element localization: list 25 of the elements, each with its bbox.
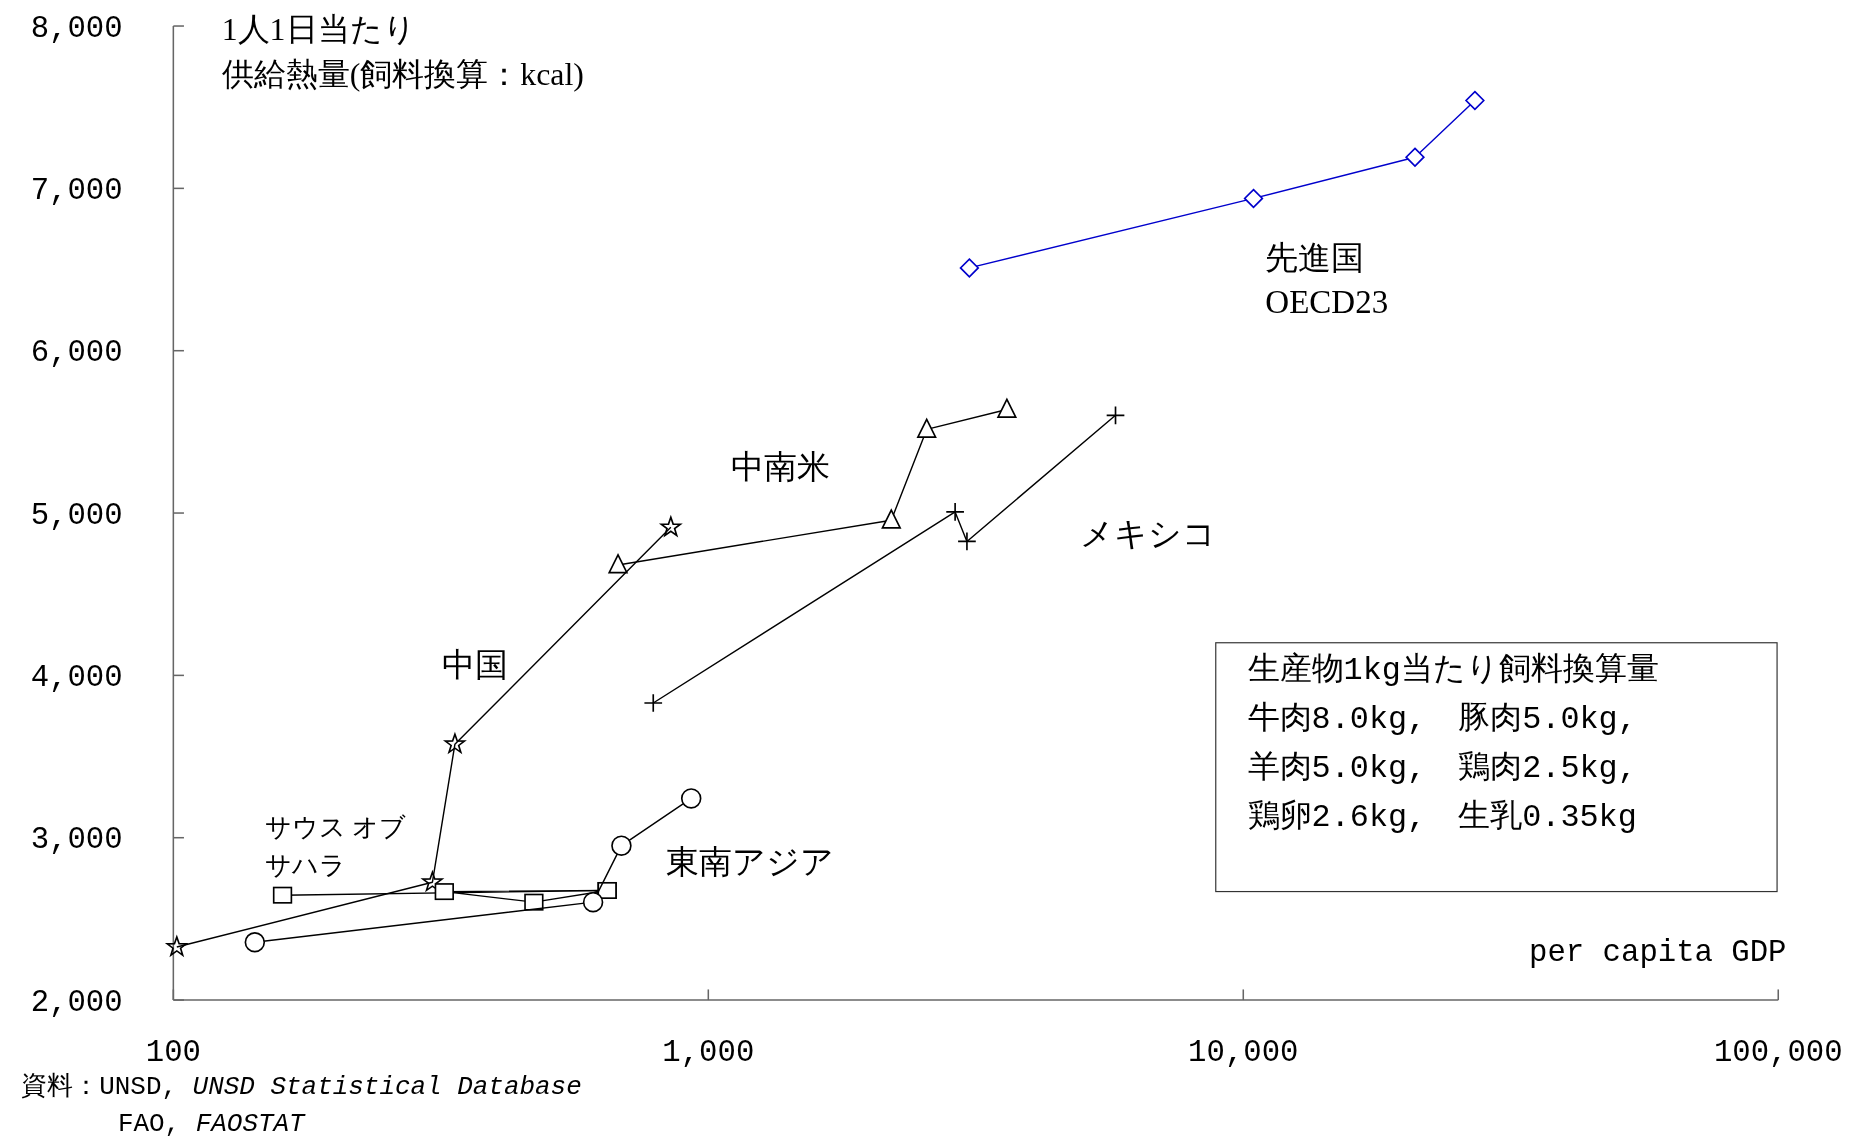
y-axis-title: 1人1日当たり供給熱量(飼料換算：kcal) xyxy=(221,12,584,92)
y-tick-label: 3,000 xyxy=(30,822,123,858)
x-axis-title: per capita GDP xyxy=(1529,935,1787,971)
y-tick-label: 4,000 xyxy=(30,659,123,695)
x-tick-label: 1,000 xyxy=(662,1035,755,1071)
text: FAO, FAOSTAT xyxy=(117,1108,307,1139)
series-label: 中国 xyxy=(441,646,508,683)
series-label: 中南米 xyxy=(730,448,830,485)
x-tick-label: 100 xyxy=(145,1035,201,1071)
series-label: 東南アジア xyxy=(666,843,835,880)
text: 資料：UNSD, UNSD Statistical Database xyxy=(21,1072,582,1103)
annotation: 生産物1kg当たり飼料換算量 xyxy=(1247,651,1659,690)
y-tick-label: 2,000 xyxy=(30,984,123,1020)
y-tick-label: 5,000 xyxy=(30,497,123,533)
series-label: 先進国 OECD23 xyxy=(1265,240,1389,320)
series-label: サウス オブサハラ xyxy=(264,813,407,880)
x-tick-label: 100,000 xyxy=(1713,1035,1843,1071)
y-tick-label: 6,000 xyxy=(30,335,123,371)
x-tick-label: 10,000 xyxy=(1188,1035,1299,1071)
annotation: 牛肉8.0kg, 豚肉5.0kg, xyxy=(1247,701,1637,739)
series-label: メキシコ xyxy=(1080,516,1217,553)
annotation: 鶏卵2.6kg, 生乳0.35kg xyxy=(1247,799,1637,837)
y-tick-label: 7,000 xyxy=(30,172,123,208)
y-tick-label: 8,000 xyxy=(30,10,123,46)
annotation: 羊肉5.0kg, 鶏肉2.5kg, xyxy=(1247,750,1637,788)
